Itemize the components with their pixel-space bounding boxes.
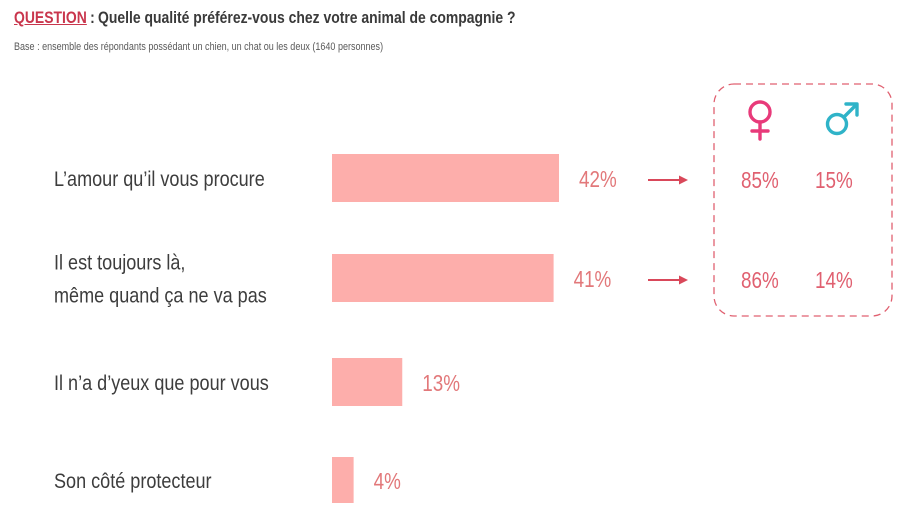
value-label: 4%	[374, 469, 401, 494]
question-title: QUESTION: Quelle qualité préférez-vous ch…	[14, 8, 626, 28]
question-label: QUESTION	[14, 8, 87, 27]
value-label: 13%	[422, 371, 460, 396]
category-label: Il est toujours là,	[54, 251, 185, 275]
bar	[332, 358, 403, 406]
female-percentage: 85%	[741, 168, 779, 193]
gender-breakdown-box	[713, 83, 893, 317]
arrow-head	[679, 175, 688, 185]
male-percentage: 14%	[815, 268, 853, 293]
female-percentage: 86%	[741, 268, 779, 293]
value-label: 42%	[579, 167, 617, 192]
female-symbol-icon	[748, 100, 772, 141]
category-label: L’amour qu’il vous procure	[54, 168, 265, 192]
base-text: Base : ensemble des répondants possédant…	[14, 41, 384, 53]
bar	[332, 154, 559, 202]
male-symbol-icon	[825, 102, 859, 136]
question-colon: :	[90, 8, 95, 27]
value-label: 41%	[574, 267, 612, 292]
male-percentage: 15%	[815, 168, 853, 193]
arrow-head	[679, 275, 688, 285]
gender-box-border	[713, 83, 893, 317]
bar	[332, 457, 354, 503]
question-line: QUESTION: Quelle qualité préférez-vous ch…	[14, 8, 516, 28]
category-label: Il n’a d’yeux que pour vous	[54, 372, 269, 396]
chart-marks: L’amour qu’il vous procure 42% Il est touj…	[54, 154, 853, 503]
base-note: Base : ensemble des répondants possédant…	[14, 41, 464, 53]
question-text: Quelle qualité préférez-vous chez votre …	[98, 8, 516, 27]
category-label: Son côté protecteur	[54, 470, 212, 494]
category-label: même quand ça ne va pas	[54, 284, 267, 308]
bar	[332, 254, 554, 302]
